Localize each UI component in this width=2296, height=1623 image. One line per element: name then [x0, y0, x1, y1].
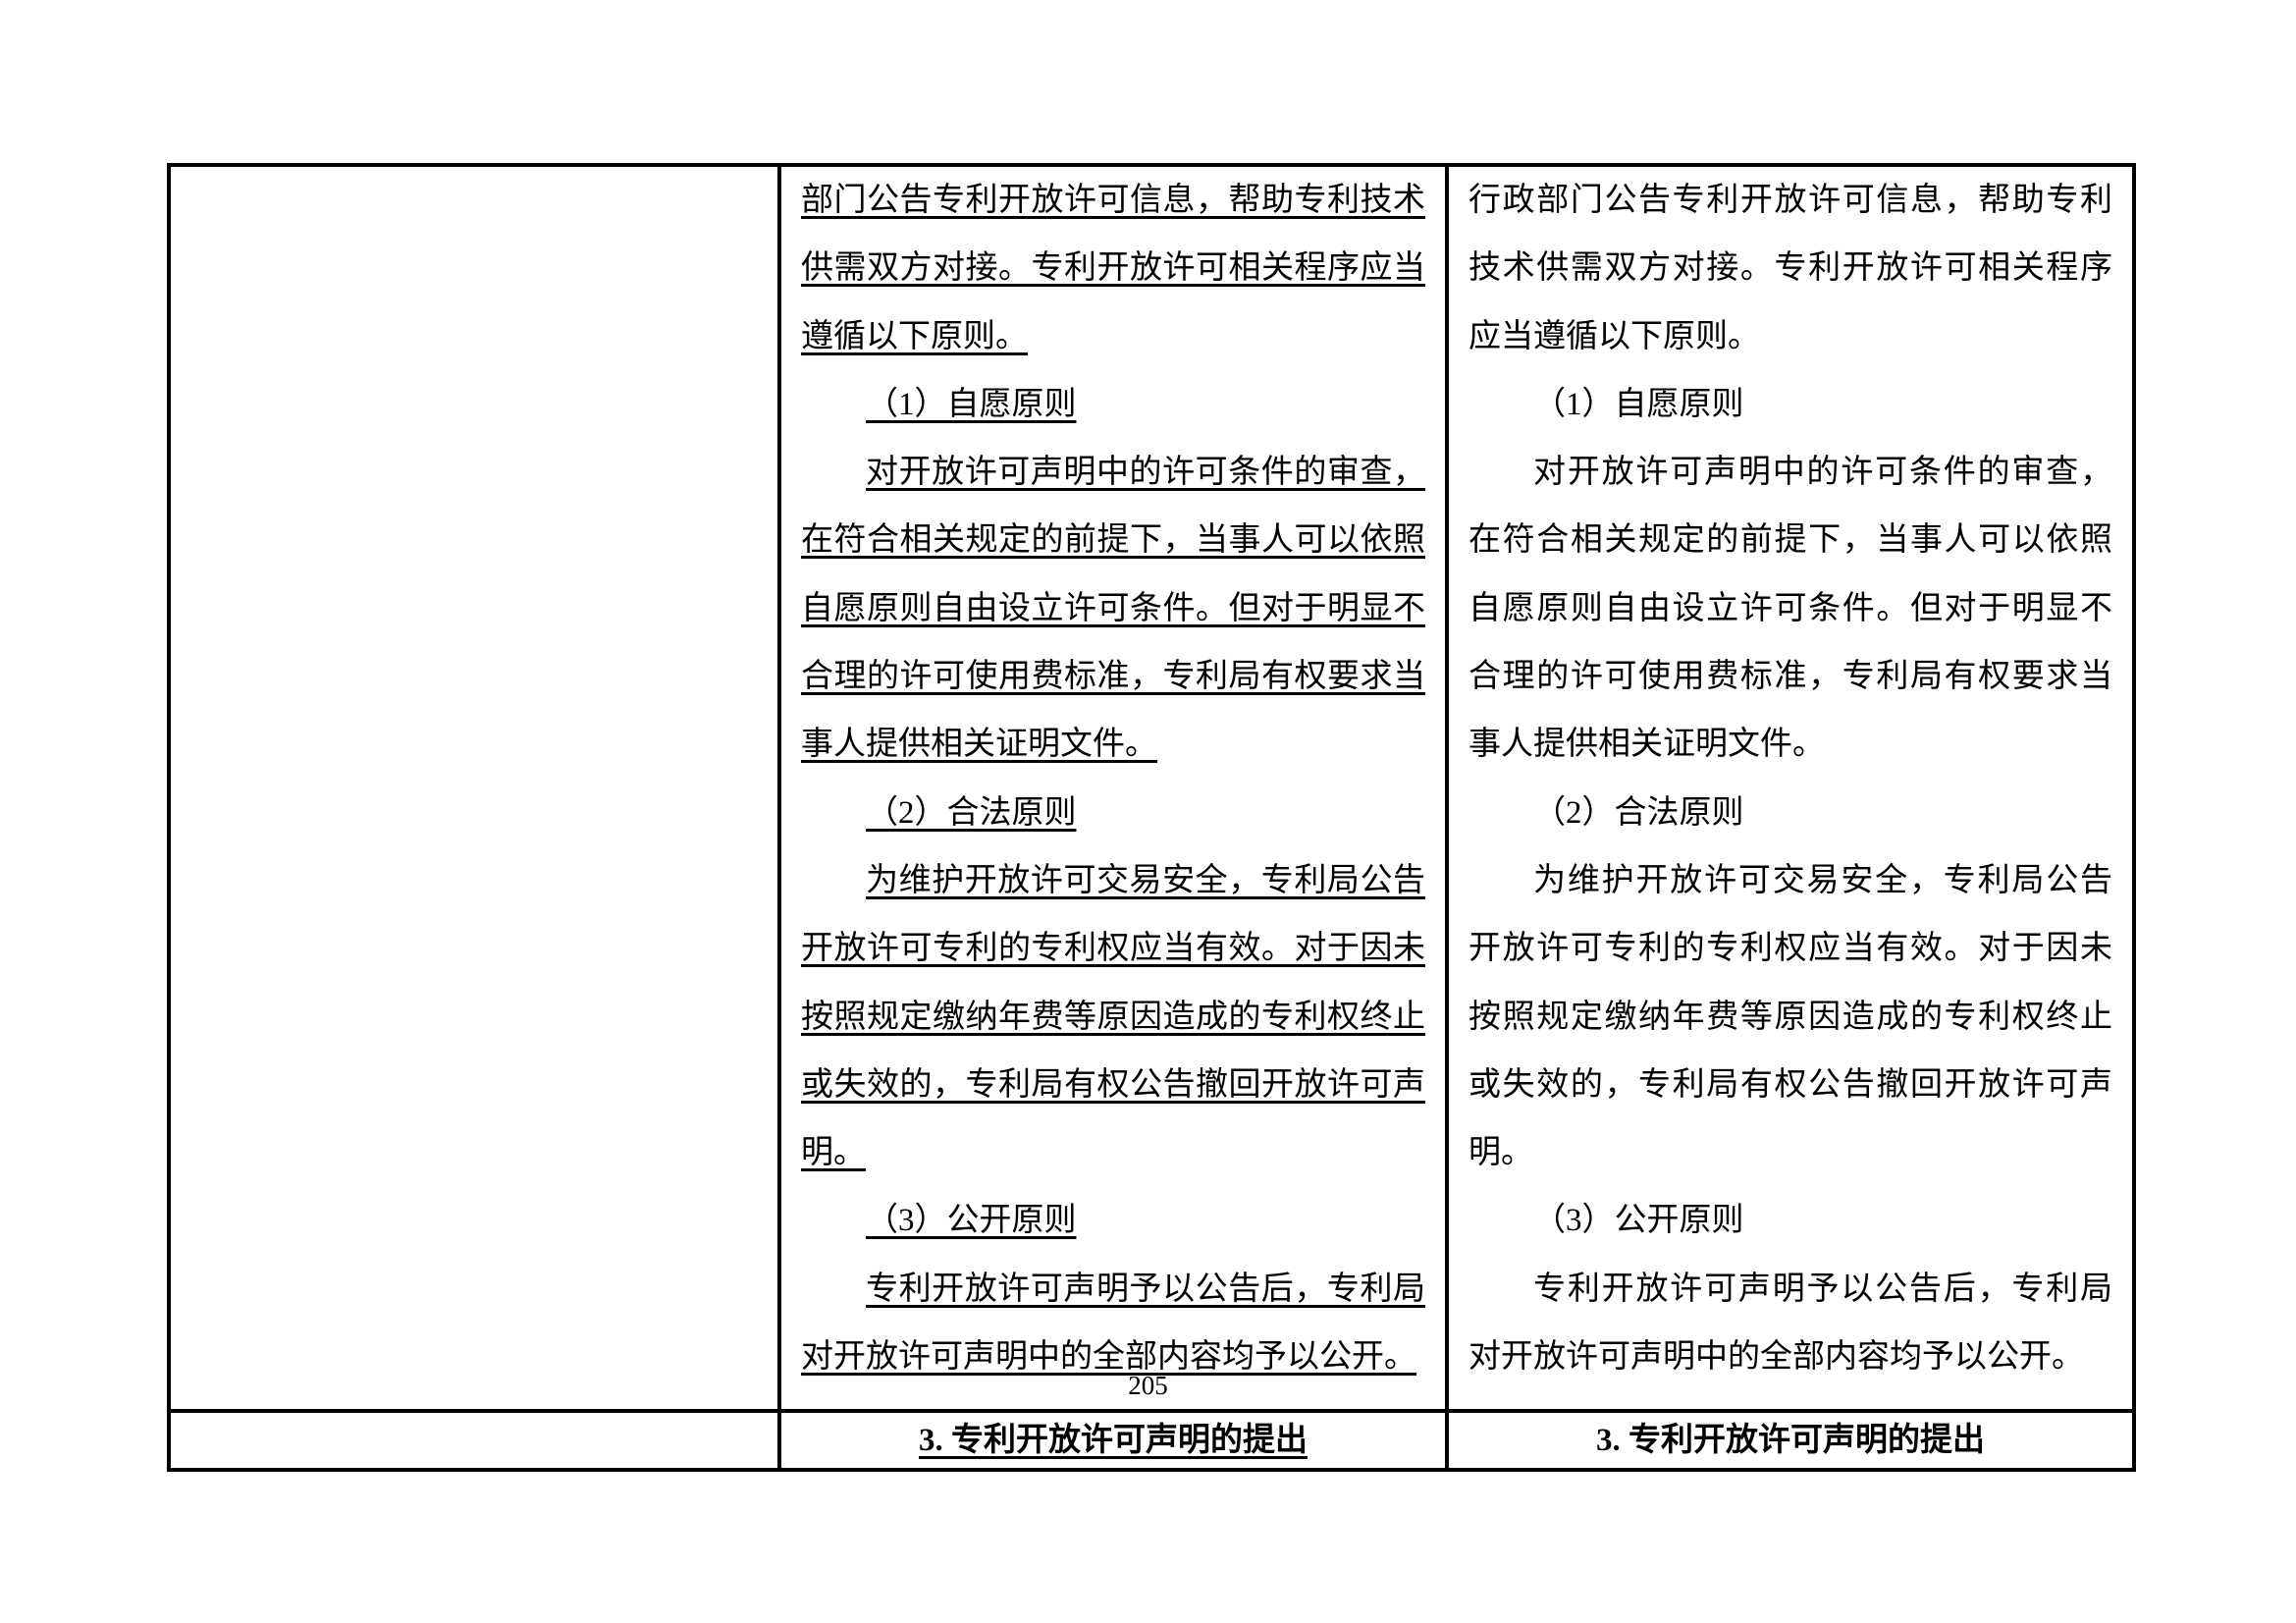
cell-left-blank: [169, 165, 779, 1411]
para: （3）公开原则: [801, 1187, 1425, 1255]
para: 部门公告专利开放许可信息，帮助专利技术供需双方对接。专利开放许可相关程序应当遵循…: [801, 183, 1425, 354]
section-heading: 3. 专利开放许可声明的提出: [1449, 1413, 2132, 1468]
para: 为维护开放许可交易安全，专利局公告开放许可专利的专利权应当有效。对于因未按照规定…: [801, 847, 1425, 1187]
para: （2）合法原则: [1468, 780, 2112, 847]
cell-mid: 部门公告专利开放许可信息，帮助专利技术供需双方对接。专利开放许可相关程序应当遵循…: [779, 165, 1447, 1411]
para: 为维护开放许可交易安全，专利局公告开放许可专利的专利权应当有效。对于因未按照规定…: [1468, 847, 2112, 1187]
table-row: 部门公告专利开放许可信息，帮助专利技术供需双方对接。专利开放许可相关程序应当遵循…: [169, 165, 2134, 1411]
para: （1）自愿原则: [801, 371, 1425, 439]
cell-left-blank: [169, 1411, 779, 1470]
comparison-table: 部门公告专利开放许可信息，帮助专利技术供需双方对接。专利开放许可相关程序应当遵循…: [167, 163, 2136, 1472]
document-page: 部门公告专利开放许可信息，帮助专利技术供需双方对接。专利开放许可相关程序应当遵循…: [0, 0, 2296, 1623]
para: （1）自愿原则: [1468, 371, 2112, 439]
para: 行政部门公告专利开放许可信息，帮助专利技术供需双方对接。专利开放许可相关程序应当…: [1468, 183, 2112, 354]
para: （3）公开原则: [1468, 1187, 2112, 1255]
cell-right-heading: 3. 专利开放许可声明的提出: [1447, 1411, 2134, 1470]
para: （2）合法原则: [801, 780, 1425, 847]
para: 对开放许可声明中的许可条件的审查，在符合相关规定的前提下，当事人可以依照自愿原则…: [801, 439, 1425, 779]
table-row: 3. 专利开放许可声明的提出 3. 专利开放许可声明的提出: [169, 1411, 2134, 1470]
para: 对开放许可声明中的许可条件的审查，在符合相关规定的前提下，当事人可以依照自愿原则…: [1468, 439, 2112, 779]
cell-right: 行政部门公告专利开放许可信息，帮助专利技术供需双方对接。专利开放许可相关程序应当…: [1447, 165, 2134, 1411]
page-number: 205: [0, 1371, 2296, 1401]
cell-mid-heading: 3. 专利开放许可声明的提出: [779, 1411, 1447, 1470]
section-heading: 3. 专利开放许可声明的提出: [781, 1413, 1445, 1468]
